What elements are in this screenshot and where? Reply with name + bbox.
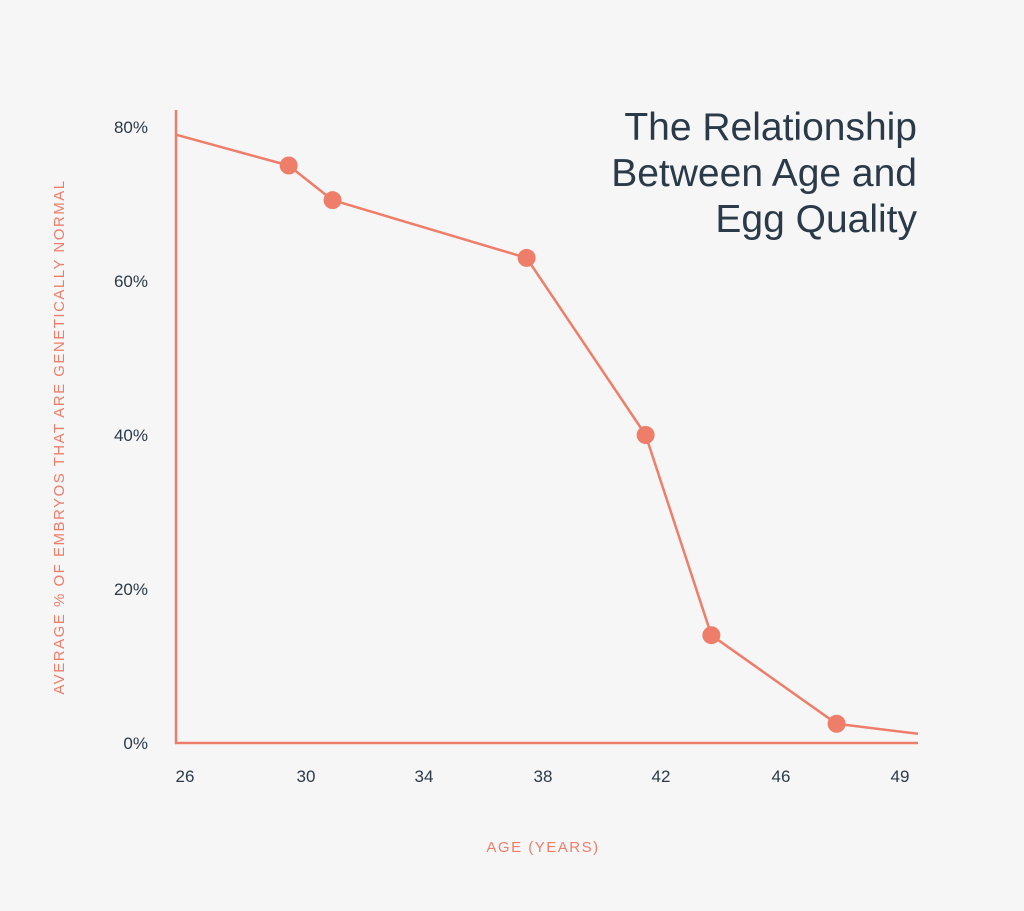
x-tick-label: 49	[891, 767, 910, 786]
chart-title-line: The Relationship	[624, 106, 917, 149]
y-axis-label: AVERAGE % OF EMBRYOS THAT ARE GENETICALL…	[51, 179, 68, 694]
y-tick-label: 0%	[123, 734, 148, 753]
x-tick-label: 34	[415, 767, 434, 786]
x-axis-label: AGE (YEARS)	[486, 839, 599, 856]
data-point	[827, 714, 846, 733]
y-tick-label: 40%	[114, 426, 148, 445]
x-tick-label: 30	[297, 767, 316, 786]
x-axis-ticks: 26 30 34 38 42 46 49	[176, 767, 910, 786]
series-line	[175, 133, 919, 736]
data-point	[636, 426, 655, 444]
chart-title-line: Between Age and	[611, 152, 917, 195]
x-tick-label: 26	[176, 767, 195, 786]
y-tick-label: 60%	[114, 272, 148, 291]
data-point	[702, 626, 721, 645]
y-axis-ticks: 0% 20% 40% 60% 80%	[114, 118, 148, 753]
y-tick-label: 80%	[114, 118, 148, 137]
chart-title-line: Egg Quality	[715, 198, 917, 241]
data-point	[323, 191, 342, 210]
y-tick-label: 20%	[114, 580, 148, 599]
data-point	[517, 248, 536, 267]
x-tick-label: 42	[652, 767, 671, 786]
x-tick-label: 38	[534, 767, 553, 786]
data-point	[279, 156, 298, 175]
x-tick-label: 46	[772, 767, 791, 786]
data-points	[279, 156, 846, 733]
